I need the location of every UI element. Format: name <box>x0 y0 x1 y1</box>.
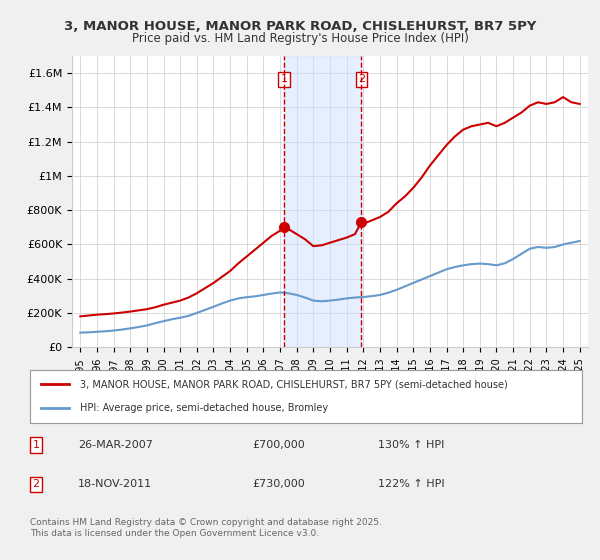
Text: 18-NOV-2011: 18-NOV-2011 <box>78 479 152 489</box>
Text: 1: 1 <box>32 440 40 450</box>
Bar <box>284 56 361 347</box>
Text: 1: 1 <box>280 74 287 85</box>
Text: 130% ↑ HPI: 130% ↑ HPI <box>378 440 445 450</box>
Text: Price paid vs. HM Land Registry's House Price Index (HPI): Price paid vs. HM Land Registry's House … <box>131 32 469 45</box>
Text: 2: 2 <box>32 479 40 489</box>
Text: 2: 2 <box>358 74 365 85</box>
Text: HPI: Average price, semi-detached house, Bromley: HPI: Average price, semi-detached house,… <box>80 403 328 413</box>
Text: £700,000: £700,000 <box>252 440 305 450</box>
Text: 3, MANOR HOUSE, MANOR PARK ROAD, CHISLEHURST, BR7 5PY: 3, MANOR HOUSE, MANOR PARK ROAD, CHISLEH… <box>64 20 536 32</box>
Text: Contains HM Land Registry data © Crown copyright and database right 2025.
This d: Contains HM Land Registry data © Crown c… <box>30 518 382 538</box>
Text: 3, MANOR HOUSE, MANOR PARK ROAD, CHISLEHURST, BR7 5PY (semi-detached house): 3, MANOR HOUSE, MANOR PARK ROAD, CHISLEH… <box>80 380 508 390</box>
Text: £730,000: £730,000 <box>252 479 305 489</box>
Text: 26-MAR-2007: 26-MAR-2007 <box>78 440 153 450</box>
Text: 122% ↑ HPI: 122% ↑ HPI <box>378 479 445 489</box>
